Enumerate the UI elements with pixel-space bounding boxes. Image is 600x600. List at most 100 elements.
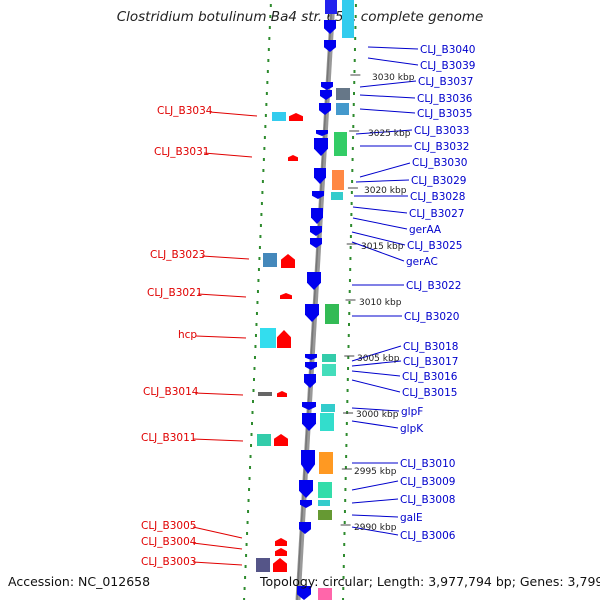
left-label[interactable]: CLJ_B3034 bbox=[157, 105, 213, 117]
gene-annotation-block bbox=[320, 413, 334, 431]
right-leader-line bbox=[367, 46, 419, 50]
gene-annotation-block bbox=[321, 404, 335, 412]
right-leader-line bbox=[355, 179, 410, 183]
accession-text: Accession: NC_012658 bbox=[8, 574, 151, 589]
tick-group bbox=[340, 74, 361, 526]
tick-label: 2990 kbp bbox=[354, 523, 397, 533]
right-label[interactable]: CLJ_B3010 bbox=[400, 458, 455, 470]
right-label[interactable]: CLJ_B3016 bbox=[402, 371, 458, 383]
left-leader-line bbox=[192, 542, 243, 550]
forward-gene-arrow bbox=[324, 20, 336, 34]
reverse-gene-arrow bbox=[277, 330, 291, 348]
right-label[interactable]: galE bbox=[400, 512, 423, 524]
right-leader-line bbox=[351, 480, 399, 491]
reverse-gene-arrow bbox=[275, 538, 287, 546]
right-label[interactable]: CLJ_B3036 bbox=[417, 93, 473, 105]
forward-gene-arrow bbox=[305, 354, 317, 360]
gene-annotation-block bbox=[272, 112, 286, 121]
gene-annotation-block bbox=[334, 132, 347, 156]
gene-annotation-block bbox=[260, 328, 276, 348]
right-leader-line bbox=[351, 526, 399, 536]
right-label[interactable]: gerAC bbox=[406, 256, 438, 268]
gene-annotation-block bbox=[319, 452, 333, 474]
forward-gene-arrow bbox=[299, 480, 313, 498]
right-label[interactable]: CLJ_B3027 bbox=[409, 208, 464, 220]
right-label[interactable]: glpK bbox=[400, 423, 424, 435]
right-label[interactable]: CLJ_B3008 bbox=[400, 494, 455, 506]
gene-annotation-block bbox=[256, 558, 270, 572]
right-label[interactable]: CLJ_B3037 bbox=[418, 76, 473, 88]
left-leader-line bbox=[192, 438, 244, 442]
left-label[interactable]: CLJ_B3014 bbox=[143, 386, 199, 398]
right-label[interactable]: glpF bbox=[401, 406, 423, 418]
forward-gene-arrow bbox=[312, 191, 324, 199]
gene-annotation-block bbox=[318, 588, 332, 600]
right-label[interactable]: CLJ_B3029 bbox=[411, 175, 466, 187]
right-leader-line bbox=[359, 94, 416, 99]
right-leader-line bbox=[352, 206, 408, 214]
gene-annotation-block bbox=[331, 192, 343, 200]
forward-gene-arrow bbox=[307, 272, 321, 290]
right-label[interactable]: CLJ_B3006 bbox=[400, 530, 456, 542]
gene-annotation-block bbox=[322, 364, 336, 376]
dotted-tracks bbox=[243, 4, 357, 600]
leader-lines bbox=[192, 46, 419, 566]
left-leader-line bbox=[203, 152, 253, 158]
right-label[interactable]: CLJ_B3030 bbox=[412, 157, 467, 169]
left-label[interactable]: CLJ_B3023 bbox=[150, 249, 205, 261]
right-label[interactable]: CLJ_B3039 bbox=[420, 60, 475, 72]
right-label[interactable]: CLJ_B3022 bbox=[406, 280, 461, 292]
gene-annotation-block bbox=[342, 0, 354, 38]
right-label[interactable]: CLJ_B3035 bbox=[417, 108, 472, 120]
reverse-gene-arrow bbox=[280, 293, 292, 299]
left-label[interactable]: CLJ_B3005 bbox=[141, 520, 196, 532]
forward-gene-arrow bbox=[305, 304, 319, 322]
tick-label: 3020 kbp bbox=[364, 186, 407, 196]
forward-gene-arrow bbox=[310, 226, 322, 236]
forward-gene-arrow bbox=[297, 586, 311, 600]
forward-gene-arrow bbox=[320, 90, 332, 100]
reverse-gene-arrow bbox=[281, 254, 295, 268]
right-leader-line bbox=[351, 407, 400, 412]
gene-annotation-block bbox=[318, 500, 330, 506]
right-label[interactable]: CLJ_B3020 bbox=[404, 311, 459, 323]
left-leader-line bbox=[197, 293, 247, 298]
forward-gene-arrow bbox=[299, 522, 311, 534]
right-leader-line bbox=[351, 345, 402, 362]
right-leader-line bbox=[359, 108, 416, 114]
left-label[interactable]: CLJ_B3021 bbox=[147, 287, 202, 299]
right-leader-line bbox=[351, 360, 402, 367]
right-label[interactable]: CLJ_B3015 bbox=[402, 387, 457, 399]
gene-annotation-block bbox=[336, 88, 350, 100]
right-label[interactable]: CLJ_B3033 bbox=[414, 125, 469, 137]
right-label[interactable]: CLJ_B3028 bbox=[410, 191, 465, 203]
right-leader-line bbox=[351, 379, 401, 393]
gene-annotation-block bbox=[336, 103, 349, 115]
reverse-gene-arrow bbox=[289, 113, 303, 121]
left-label[interactable]: CLJ_B3003 bbox=[141, 556, 196, 568]
forward-gene-arrow bbox=[324, 40, 336, 52]
right-leader-line bbox=[359, 80, 417, 88]
tick-label: 2995 kbp bbox=[354, 467, 397, 477]
gene-annotation-block bbox=[318, 510, 332, 520]
forward-gene-arrow bbox=[301, 450, 315, 474]
left-leader-line bbox=[201, 255, 250, 260]
left-label[interactable]: CLJ_B3011 bbox=[141, 432, 196, 444]
right-label[interactable]: CLJ_B3018 bbox=[403, 341, 458, 353]
right-label[interactable]: CLJ_B3025 bbox=[407, 240, 462, 252]
left-label[interactable]: CLJ_B3031 bbox=[154, 146, 209, 158]
right-label[interactable]: CLJ_B3009 bbox=[400, 476, 455, 488]
right-label[interactable]: CLJ_B3017 bbox=[403, 356, 458, 368]
gene-annotation-block bbox=[257, 434, 271, 446]
reverse-gene-arrow bbox=[288, 155, 298, 161]
right-leader-line bbox=[351, 241, 405, 262]
left-label[interactable]: hcp bbox=[178, 329, 197, 341]
left-label[interactable]: CLJ_B3004 bbox=[141, 536, 197, 548]
right-label[interactable]: CLJ_B3032 bbox=[414, 141, 469, 153]
gene-annotation-block bbox=[325, 0, 337, 14]
gene-annotation-block bbox=[263, 253, 277, 267]
right-label[interactable]: gerAA bbox=[409, 224, 442, 236]
right-label[interactable]: CLJ_B3040 bbox=[420, 44, 475, 56]
